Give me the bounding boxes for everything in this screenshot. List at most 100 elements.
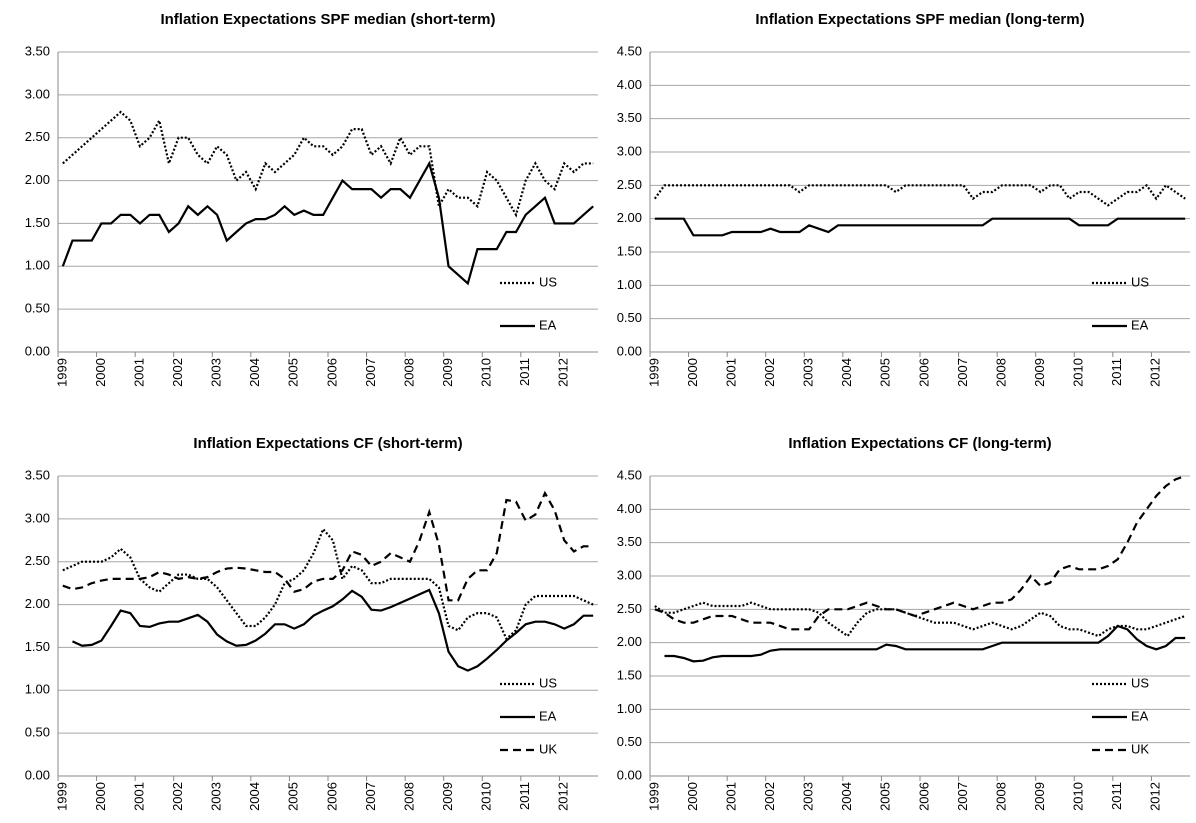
y-tick-label: 3.00 bbox=[617, 567, 642, 582]
y-tick-label: 2.50 bbox=[617, 601, 642, 616]
x-tick-label: 1999 bbox=[646, 358, 661, 387]
y-tick-label: 3.50 bbox=[25, 43, 50, 58]
y-tick-label: 0.00 bbox=[25, 343, 50, 358]
y-tick-label: 1.50 bbox=[617, 243, 642, 258]
x-tick-label: 2007 bbox=[955, 358, 970, 387]
series-line bbox=[61, 160, 594, 286]
y-tick-label: 0.50 bbox=[25, 725, 50, 740]
x-tick-label: 2007 bbox=[955, 782, 970, 811]
y-tick-label: 2.50 bbox=[617, 177, 642, 192]
y-tick-label: 3.50 bbox=[617, 110, 642, 125]
legend-label: US bbox=[1131, 675, 1149, 690]
y-tick-label: 3.00 bbox=[25, 510, 50, 525]
y-tick-label: 1.00 bbox=[617, 701, 642, 716]
x-tick-label: 2008 bbox=[993, 782, 1008, 811]
x-tick-label: 2006 bbox=[324, 782, 339, 811]
y-tick-label: 3.00 bbox=[25, 86, 50, 101]
x-tick-label: 2005 bbox=[286, 782, 301, 811]
y-tick-label: 4.50 bbox=[617, 467, 642, 482]
y-tick-label: 1.00 bbox=[25, 258, 50, 273]
x-tick-label: 2004 bbox=[839, 782, 854, 811]
x-tick-label: 1999 bbox=[54, 782, 69, 811]
x-tick-label: 2011 bbox=[1109, 358, 1124, 386]
y-tick-label: 2.00 bbox=[25, 172, 50, 187]
y-tick-label: 0.00 bbox=[617, 343, 642, 358]
legend-label: UK bbox=[1131, 741, 1149, 756]
y-tick-label: 4.00 bbox=[617, 77, 642, 92]
chart-title: Inflation Expectations CF (long-term) bbox=[788, 435, 1051, 452]
x-tick-label: 2006 bbox=[916, 358, 931, 387]
chart-title: Inflation Expectations CF (short-term) bbox=[193, 435, 462, 452]
y-tick-label: 0.00 bbox=[617, 767, 642, 782]
legend-label: US bbox=[539, 274, 557, 289]
legend-label: US bbox=[539, 675, 557, 690]
y-tick-label: 1.50 bbox=[25, 215, 50, 230]
legend-label: EA bbox=[539, 317, 557, 332]
x-tick-label: 2008 bbox=[401, 358, 416, 387]
y-tick-label: 1.00 bbox=[25, 682, 50, 697]
x-tick-label: 2008 bbox=[993, 358, 1008, 387]
y-tick-label: 2.50 bbox=[25, 129, 50, 144]
y-tick-label: 3.50 bbox=[617, 534, 642, 549]
series-line bbox=[72, 588, 594, 672]
x-tick-label: 2010 bbox=[479, 358, 494, 387]
y-tick-label: 1.50 bbox=[25, 639, 50, 654]
x-tick-label: 2000 bbox=[93, 358, 108, 387]
x-tick-label: 2009 bbox=[1032, 782, 1047, 811]
x-tick-label: 2002 bbox=[170, 358, 185, 387]
x-tick-label: 1999 bbox=[54, 358, 69, 387]
x-tick-label: 2002 bbox=[170, 782, 185, 811]
series-line bbox=[654, 217, 1186, 237]
y-tick-label: 0.50 bbox=[617, 734, 642, 749]
legend-label: EA bbox=[1131, 708, 1149, 723]
x-tick-label: 2006 bbox=[916, 782, 931, 811]
series-line bbox=[664, 624, 1186, 663]
x-tick-label: 2004 bbox=[247, 782, 262, 811]
y-tick-label: 2.00 bbox=[617, 210, 642, 225]
x-tick-label: 2001 bbox=[131, 358, 146, 387]
x-tick-label: 2010 bbox=[1071, 782, 1086, 811]
x-tick-label: 2012 bbox=[556, 782, 571, 811]
x-tick-label: 2011 bbox=[517, 358, 532, 386]
y-tick-label: 3.00 bbox=[617, 143, 642, 158]
x-tick-label: 2010 bbox=[1071, 358, 1086, 387]
y-tick-label: 4.00 bbox=[617, 501, 642, 516]
x-tick-label: 2009 bbox=[1032, 358, 1047, 387]
legend-label: EA bbox=[539, 708, 557, 723]
x-tick-label: 2003 bbox=[209, 782, 224, 811]
chart-title: Inflation Expectations SPF median (long-… bbox=[755, 11, 1084, 28]
x-tick-label: 2007 bbox=[363, 782, 378, 811]
legend-label: EA bbox=[1131, 317, 1149, 332]
series-line bbox=[62, 527, 594, 641]
x-tick-label: 2011 bbox=[1109, 782, 1124, 810]
y-tick-label: 0.00 bbox=[25, 767, 50, 782]
x-tick-label: 2000 bbox=[685, 782, 700, 811]
x-tick-label: 2009 bbox=[440, 358, 455, 387]
y-tick-label: 2.50 bbox=[25, 553, 50, 568]
x-tick-label: 2010 bbox=[479, 782, 494, 811]
y-tick-label: 2.00 bbox=[617, 634, 642, 649]
series-line bbox=[654, 474, 1186, 631]
x-tick-label: 2005 bbox=[878, 782, 893, 811]
x-tick-label: 2011 bbox=[517, 782, 532, 810]
x-tick-label: 2001 bbox=[723, 782, 738, 811]
x-tick-label: 2012 bbox=[1148, 782, 1163, 811]
y-tick-label: 2.00 bbox=[25, 596, 50, 611]
series-line bbox=[654, 601, 1186, 638]
x-tick-label: 2003 bbox=[801, 358, 816, 387]
chart-title: Inflation Expectations SPF median (short… bbox=[160, 11, 495, 28]
x-tick-label: 2012 bbox=[1148, 358, 1163, 387]
x-tick-label: 2000 bbox=[685, 358, 700, 387]
legend-label: UK bbox=[539, 741, 557, 756]
x-tick-label: 2004 bbox=[247, 358, 262, 387]
x-tick-label: 2006 bbox=[324, 358, 339, 387]
y-tick-label: 0.50 bbox=[25, 301, 50, 316]
x-tick-label: 2009 bbox=[440, 782, 455, 811]
x-tick-label: 1999 bbox=[646, 782, 661, 811]
y-tick-label: 4.50 bbox=[617, 43, 642, 58]
y-tick-label: 1.50 bbox=[617, 667, 642, 682]
x-tick-label: 2004 bbox=[839, 358, 854, 387]
x-tick-label: 2003 bbox=[209, 358, 224, 387]
x-tick-label: 2005 bbox=[286, 358, 301, 387]
